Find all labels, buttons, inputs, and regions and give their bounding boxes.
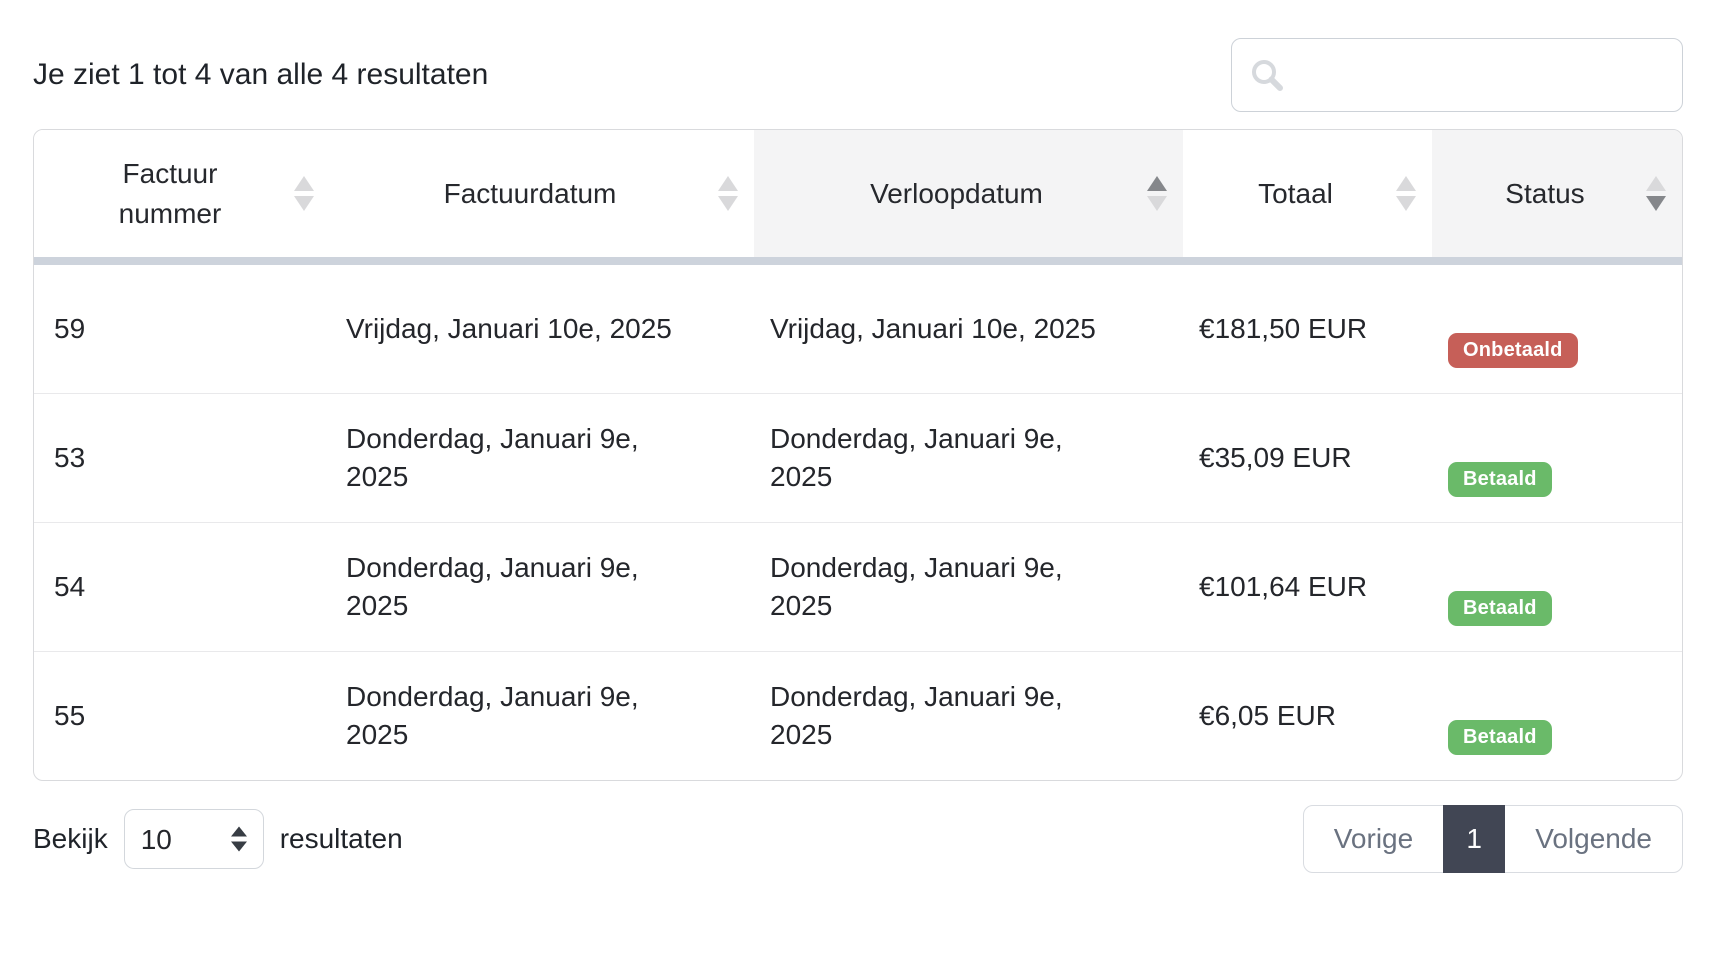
total-cell: €35,09 EUR xyxy=(1183,393,1432,523)
total-cell: €6,05 EUR xyxy=(1183,651,1432,780)
header-row: Factuur nummer Factuurdatum Verloopdatum xyxy=(34,130,1682,265)
previous-page-button[interactable]: Vorige xyxy=(1302,805,1445,873)
column-label: Factuurdatum xyxy=(443,177,617,209)
invoice-number-cell: 59 xyxy=(54,313,86,344)
invoice-number-cell: 53 xyxy=(34,393,330,523)
column-header-factuurnummer[interactable]: Factuur nummer xyxy=(34,130,330,265)
column-header-verloopdatum[interactable]: Verloopdatum xyxy=(754,130,1183,265)
page-size-select[interactable]: 10 xyxy=(124,810,263,868)
invoice-date-cell: Vrijdag, Januari 10e, 2025 xyxy=(346,313,672,344)
sort-updown-icon xyxy=(718,176,738,211)
invoices-table: Factuur nummer Factuurdatum Verloopdatum xyxy=(33,129,1683,781)
invoice-date-cell: Donderdag, Januari 9e, 2025 xyxy=(330,393,754,523)
invoice-number-cell: 55 xyxy=(34,651,330,780)
status-badge: Betaald xyxy=(1448,720,1552,755)
column-label: Status xyxy=(1505,177,1585,209)
due-date-cell: Donderdag, Januari 9e, 2025 xyxy=(754,393,1183,523)
next-page-button[interactable]: Volgende xyxy=(1504,805,1683,873)
status-cell: Betaald xyxy=(1432,651,1682,780)
invoice-date-cell: Donderdag, Januari 9e, 2025 xyxy=(330,651,754,780)
invoice-number-cell: 54 xyxy=(34,522,330,652)
page-size-prefix-label: Bekijk xyxy=(33,823,108,854)
status-cell: Betaald xyxy=(1432,522,1682,652)
column-header-totaal[interactable]: Totaal xyxy=(1183,130,1432,265)
search-box xyxy=(1231,38,1683,112)
due-date-cell: Donderdag, Januari 9e, 2025 xyxy=(754,522,1183,652)
sort-updown-icon xyxy=(1396,176,1416,211)
current-page-button[interactable]: 1 xyxy=(1443,805,1506,873)
invoice-date-cell: Donderdag, Januari 9e, 2025 xyxy=(330,522,754,652)
sort-updown-icon xyxy=(1147,176,1167,211)
status-cell: Onbetaald xyxy=(1432,261,1682,394)
page-size-control: Bekijk 10 resultaten xyxy=(33,809,403,869)
page-size-suffix-label: resultaten xyxy=(279,823,403,854)
table-row: 55 Donderdag, Januari 9e, 2025 Donderdag… xyxy=(34,651,1682,780)
column-label: Factuur nummer xyxy=(118,157,222,229)
column-header-status[interactable]: Status xyxy=(1432,130,1682,265)
column-label: Verloopdatum xyxy=(870,177,1043,209)
pagination: Vorige 1 Volgende xyxy=(1302,805,1683,873)
total-cell: €101,64 EUR xyxy=(1183,522,1432,652)
table-row: 54 Donderdag, Januari 9e, 2025 Donderdag… xyxy=(34,522,1682,652)
due-date-cell: Donderdag, Januari 9e, 2025 xyxy=(754,651,1183,780)
column-header-factuurdatum[interactable]: Factuurdatum xyxy=(330,130,754,265)
status-badge: Betaald xyxy=(1448,462,1552,497)
status-badge: Betaald xyxy=(1448,591,1552,626)
invoices-page: Je ziet 1 tot 4 van alle 4 resultaten Fa xyxy=(0,38,1734,873)
status-badge: Onbetaald xyxy=(1448,333,1578,368)
table-footer: Bekijk 10 resultaten Vorige 1 Volgende xyxy=(33,805,1683,873)
table-row: 53 Donderdag, Januari 9e, 2025 Donderdag… xyxy=(34,393,1682,523)
table-row: 59 Vrijdag, Januari 10e, 2025 Vrijdag, J… xyxy=(34,261,1682,394)
sort-updown-icon xyxy=(1646,176,1666,211)
column-label: Totaal xyxy=(1258,177,1333,209)
page-size-select-wrap: 10 xyxy=(123,809,264,869)
search-input[interactable] xyxy=(1232,39,1682,111)
sort-updown-icon xyxy=(294,176,314,211)
total-cell: €181,50 EUR xyxy=(1199,313,1368,344)
table-toolbar: Je ziet 1 tot 4 van alle 4 resultaten xyxy=(33,38,1683,112)
status-cell: Betaald xyxy=(1432,393,1682,523)
due-date-cell: Vrijdag, Januari 10e, 2025 xyxy=(770,313,1096,344)
results-summary: Je ziet 1 tot 4 van alle 4 resultaten xyxy=(33,58,489,91)
search-icon xyxy=(1248,56,1286,94)
